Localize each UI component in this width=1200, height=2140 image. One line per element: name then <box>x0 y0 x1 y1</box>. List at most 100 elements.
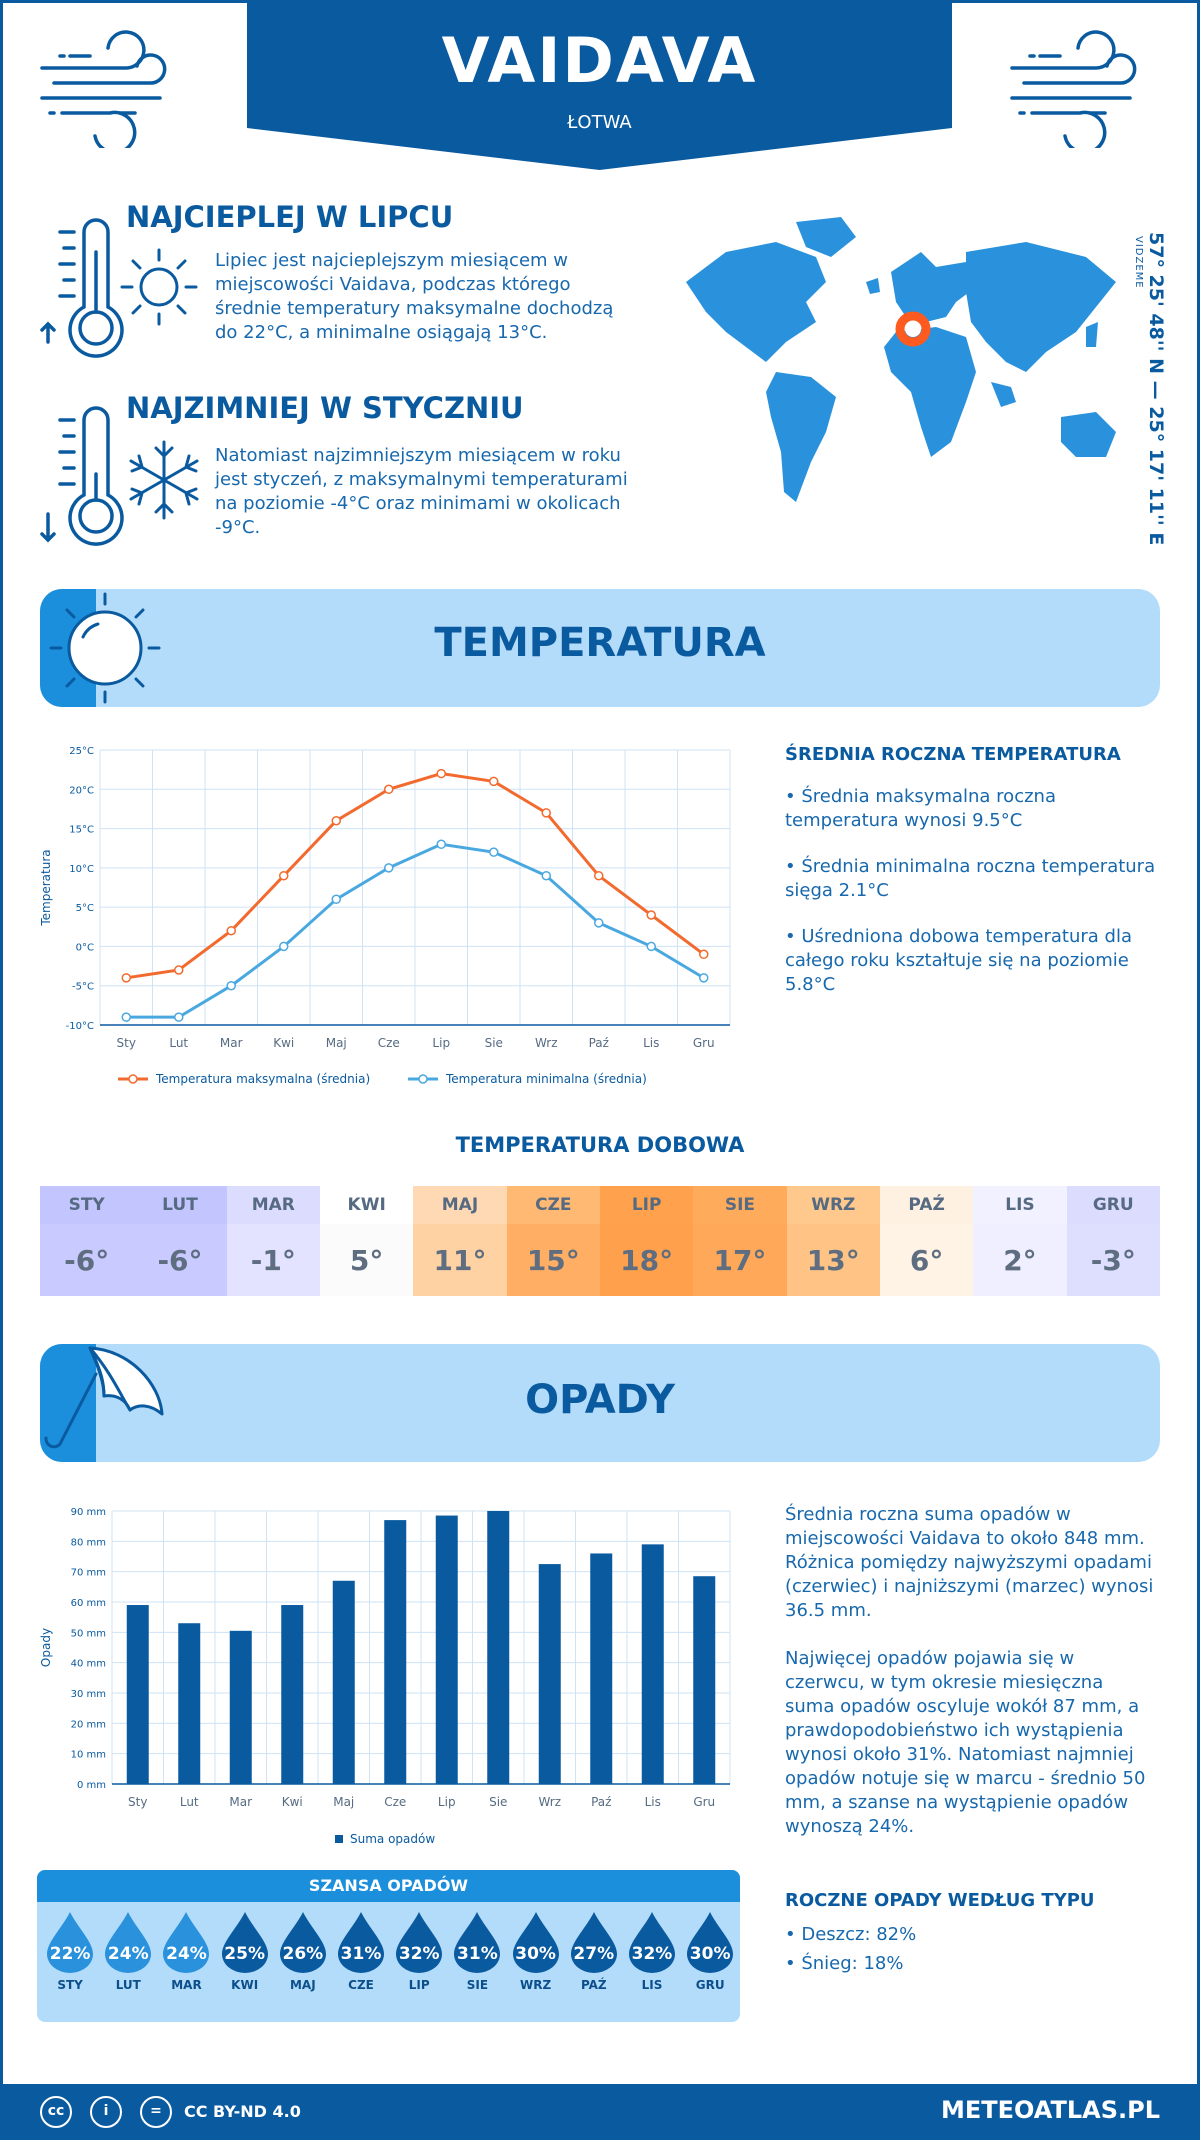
header-banner <box>247 0 952 170</box>
data-point <box>489 776 499 787</box>
bar <box>538 1564 561 1784</box>
daily-temp-month: GRU <box>1066 1186 1160 1224</box>
x-tick-label: Lip <box>438 1795 456 1809</box>
precip-title: OPADY <box>525 1377 675 1423</box>
daily-temp-month: MAJ <box>413 1186 507 1224</box>
rain-chance-month: MAJ <box>289 1978 316 1992</box>
rain-chance-value: 30% <box>515 1944 556 1964</box>
bar <box>384 1520 407 1784</box>
y-tick-label: 0 mm <box>77 1780 106 1791</box>
x-tick-label: Lut <box>169 1036 188 1050</box>
raindrop-icon: 24% <box>161 1910 211 1974</box>
x-tick-label: Maj <box>326 1036 347 1050</box>
rain-chance-item: 24% LUT <box>99 1910 157 1992</box>
series-line <box>126 772 705 980</box>
stat-min: • Średnia minimalna roczna temperatura si… <box>785 856 1156 901</box>
data-point <box>226 980 236 991</box>
data-point <box>436 839 446 850</box>
data-point <box>594 870 604 881</box>
daily-temp-column: KWI 5° <box>319 1186 414 1296</box>
coordinates: 57° 25' 48'' N — 25° 17' 11'' E <box>1145 232 1167 546</box>
rain-chance-month: WRZ <box>520 1978 552 1992</box>
daily-temp-month: WRZ <box>786 1186 880 1224</box>
wind-icon <box>1010 30 1137 148</box>
daily-temp-month: SIE <box>693 1186 787 1224</box>
rain-chance-item: 32% LIS <box>623 1910 681 1992</box>
rain-chance-month: STY <box>57 1978 83 1992</box>
bar <box>435 1515 458 1784</box>
rain-chance-item: 31% SIE <box>448 1910 506 1992</box>
daily-temp-value: 6° <box>879 1224 974 1296</box>
raindrop-icon: 27% <box>569 1910 619 1974</box>
raindrop-icon: 31% <box>452 1910 502 1974</box>
daily-temp-value: -1° <box>226 1224 320 1296</box>
y-tick-label: 10 mm <box>71 1750 106 1761</box>
daily-temp-month: LIS <box>973 1186 1067 1224</box>
x-tick-label: Cze <box>378 1036 400 1050</box>
precip-type-title: ROCZNE OPADY WEDŁUG TYPU <box>785 1890 1095 1911</box>
daily-temp-month: LUT <box>133 1186 227 1224</box>
y-tick-label: 90 mm <box>71 1507 106 1518</box>
bar <box>178 1623 201 1784</box>
temperature-title: TEMPERATURA <box>434 620 766 666</box>
rain-chance-value: 24% <box>166 1944 207 1964</box>
y-axis-label: Temperatura <box>40 849 53 926</box>
raindrop-icon: 32% <box>394 1910 444 1974</box>
daily-temp-value: 11° <box>413 1224 507 1296</box>
coldest-text: Natomiast najzimniejszym miesiącem w rok… <box>215 445 628 538</box>
rain-chance-month: LUT <box>115 1978 141 1992</box>
rain-chance-value: 24% <box>107 1944 149 1964</box>
bar <box>229 1630 252 1784</box>
daily-temp-value: -3° <box>1066 1224 1160 1296</box>
data-point <box>384 784 394 795</box>
x-tick-label: Sie <box>485 1036 503 1050</box>
y-tick-label: 60 mm <box>71 1598 106 1609</box>
footer: cc i = CC BY-ND 4.0 METEOATLAS.PL <box>0 2084 1200 2140</box>
data-point <box>121 1012 131 1022</box>
site-link[interactable]: METEOATLAS.PL <box>940 2096 1160 2124</box>
rain-chance-item: 27% PAŹ <box>565 1910 623 1992</box>
data-point <box>646 910 656 920</box>
umbrella-icon <box>44 1346 164 1449</box>
raindrop-icon: 25% <box>220 1910 270 1974</box>
data-point <box>384 863 394 873</box>
rain-chance-item: 25% KWI <box>216 1910 274 1992</box>
y-tick-label: -5°C <box>72 982 94 993</box>
rain-chance-value: 31% <box>457 1944 498 1964</box>
data-point <box>121 973 131 983</box>
rain-chance-month: LIP <box>408 1978 430 1992</box>
data-point <box>594 918 604 928</box>
x-tick-label: Mar <box>220 1036 243 1050</box>
daily-temp-month: CZE <box>506 1186 600 1224</box>
rain-chance-item: 24% MAR <box>157 1910 215 1992</box>
attribution-icon: i <box>90 2096 122 2128</box>
x-tick-label: Kwi <box>282 1795 303 1809</box>
daily-temp-value: 17° <box>693 1224 787 1296</box>
rain-chance-month: MAR <box>171 1978 202 1992</box>
daily-temp-column: PAŹ 6° <box>879 1186 974 1296</box>
bar <box>693 1576 716 1784</box>
coldest-title: NAJZIMNIEJ W STYCZNIU <box>126 391 524 425</box>
raindrop-icon: 22% <box>45 1910 95 1974</box>
temperature-stats-title: ŚREDNIA ROCZNA TEMPERATURA <box>785 744 1121 765</box>
thermometer-cold-icon <box>40 406 124 546</box>
daily-temp-column: STY -6° <box>40 1186 134 1296</box>
bar <box>126 1605 149 1784</box>
daily-temp-value: 13° <box>786 1224 880 1296</box>
precip-banner-accent <box>40 1344 96 1462</box>
data-point <box>226 925 236 936</box>
x-tick-label: Cze <box>384 1795 406 1809</box>
rain-chance-value: 26% <box>282 1944 324 1964</box>
daily-temp-column: LUT -6° <box>133 1186 227 1296</box>
region-label: VIDZEME <box>1133 236 1144 289</box>
rain-chance-title: SZANSA OPADÓW <box>37 1870 740 1902</box>
x-tick-label: Lip <box>432 1036 450 1050</box>
hottest-title: NAJCIEPLEJ W LIPCU <box>126 200 454 234</box>
rain-chance-item: 26% MAJ <box>274 1910 332 1992</box>
y-tick-label: 15°C <box>69 825 94 836</box>
y-tick-label: 5°C <box>76 903 94 914</box>
data-point <box>541 870 551 881</box>
bar <box>332 1580 355 1784</box>
legend-label: Suma opadów <box>350 1832 435 1846</box>
x-tick-label: Mar <box>229 1795 252 1809</box>
